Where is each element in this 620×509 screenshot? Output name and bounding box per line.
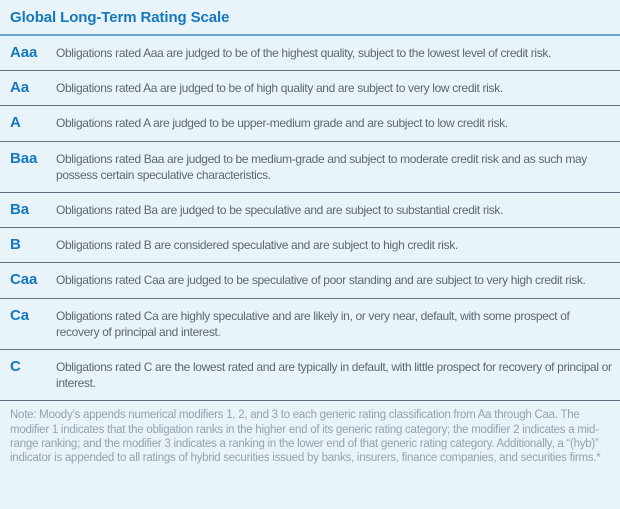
rating-description: Obligations rated Ca are highly speculat… <box>56 308 570 339</box>
rating-label: Aa <box>10 79 29 97</box>
rating-description: Obligations rated Ba are judged to be sp… <box>56 202 504 217</box>
rating-description: Obligations rated A are judged to be upp… <box>56 116 508 131</box>
table-body: Aaa Obligations rated Aaa are judged to … <box>0 36 620 402</box>
rating-description: Obligations rated B are considered specu… <box>56 238 458 253</box>
rating-label: C <box>10 357 21 375</box>
table-row: Aa Obligations rated Aa are judged to be… <box>0 71 620 107</box>
table-row: Aaa Obligations rated Aaa are judged to … <box>0 36 620 72</box>
table-row: Ba Obligations rated Ba are judged to be… <box>0 193 620 229</box>
rating-label: A <box>10 114 21 132</box>
rating-label: B <box>10 236 21 254</box>
rating-label: Ba <box>10 200 29 218</box>
rating-description: Obligations rated Baa are judged to be m… <box>56 151 587 182</box>
table-row: Ca Obligations rated Ca are highly specu… <box>0 299 620 350</box>
table-row: Caa Obligations rated Caa are judged to … <box>0 263 620 299</box>
rating-description: Obligations rated Caa are judged to be s… <box>56 273 586 288</box>
rating-label: Caa <box>10 271 38 289</box>
rating-description: Obligations rated Aaa are judged to be o… <box>56 46 551 60</box>
table-row: A Obligations rated A are judged to be u… <box>0 106 620 142</box>
rating-label: Baa <box>10 149 38 167</box>
rating-label: Ca <box>10 306 29 324</box>
table-header: Global Long-Term Rating Scale <box>0 0 620 36</box>
table-row: Baa Obligations rated Baa are judged to … <box>0 142 620 193</box>
table-row: B Obligations rated B are considered spe… <box>0 228 620 264</box>
page-title: Global Long-Term Rating Scale <box>10 9 230 26</box>
rating-label: Aaa <box>10 44 38 61</box>
note-text: Note: Moody’s appends numerical modifier… <box>10 409 601 465</box>
rating-description: Obligations rated C are the lowest rated… <box>56 359 612 391</box>
table-row: C Obligations rated C are the lowest rat… <box>0 350 620 402</box>
rating-description: Obligations rated Aa are judged to be of… <box>56 81 503 96</box>
